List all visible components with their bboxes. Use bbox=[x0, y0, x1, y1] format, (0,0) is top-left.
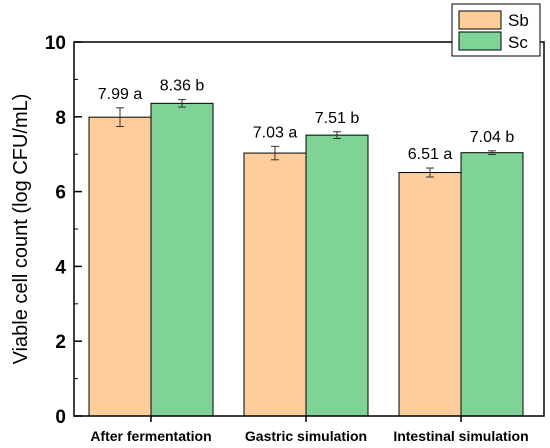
data-label-sc-2: 7.04 b bbox=[470, 129, 515, 146]
legend: Sb Sc bbox=[451, 3, 541, 57]
legend-swatch-sc bbox=[458, 31, 502, 51]
bar-sb-0 bbox=[88, 116, 152, 417]
y-axis-label: Viable cell count (log CFU/mL) bbox=[10, 94, 32, 365]
y-tick-label: 8 bbox=[55, 108, 66, 129]
bar-sc-2 bbox=[460, 152, 524, 417]
y-tick-label: 10 bbox=[45, 33, 66, 54]
data-label-sb-1: 7.03 a bbox=[253, 124, 298, 141]
legend-label-sb: Sb bbox=[508, 11, 529, 30]
error-bar-sc-0 bbox=[178, 99, 186, 108]
error-bar-sc-1 bbox=[333, 131, 341, 139]
y-tick-label: 2 bbox=[55, 332, 66, 353]
data-labels-layer: 7.99 a 7.03 a 6.51 a 8.36 b 7.51 b 7.04 b bbox=[98, 78, 515, 163]
legend-label-sc: Sc bbox=[508, 33, 528, 52]
error-bar-sb-2 bbox=[426, 167, 434, 178]
y-tick-label: 6 bbox=[55, 183, 66, 204]
x-categories-layer: After fermentation Gastric simulation Inte… bbox=[90, 416, 529, 444]
bar-sb-1 bbox=[243, 152, 307, 417]
data-label-sb-2: 6.51 a bbox=[408, 146, 453, 163]
error-bars-layer bbox=[116, 99, 496, 178]
x-category-label: Gastric simulation bbox=[245, 428, 367, 444]
x-category-label: Intestinal simulation bbox=[393, 428, 528, 444]
y-tick-label: 0 bbox=[55, 407, 66, 428]
error-bar-sc-2 bbox=[488, 150, 496, 156]
legend-swatch-sb bbox=[458, 10, 502, 30]
bar-sc-1 bbox=[305, 134, 369, 417]
error-bar-sb-1 bbox=[271, 145, 279, 161]
y-ticks-layer: 0 2 4 6 8 10 bbox=[45, 33, 82, 428]
bar-sc-0 bbox=[150, 102, 214, 417]
bars-layer bbox=[88, 102, 524, 417]
data-label-sc-0: 8.36 b bbox=[160, 78, 205, 95]
x-category-label: After fermentation bbox=[90, 428, 211, 444]
error-bar-sb-0 bbox=[116, 107, 124, 128]
y-tick-label: 4 bbox=[55, 257, 66, 278]
bar-sb-2 bbox=[398, 172, 462, 417]
data-label-sb-0: 7.99 a bbox=[98, 86, 143, 103]
data-label-sc-1: 7.51 b bbox=[315, 110, 360, 127]
